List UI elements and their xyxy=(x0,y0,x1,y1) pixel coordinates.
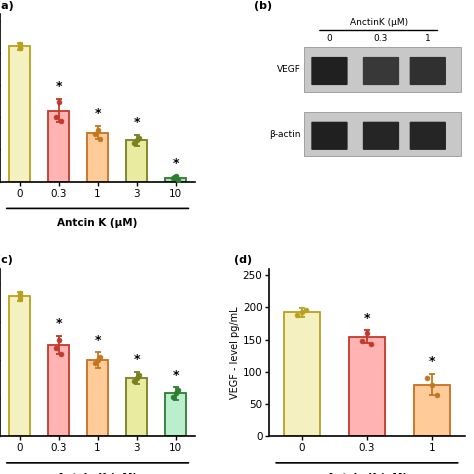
Point xyxy=(130,139,137,147)
Text: 0: 0 xyxy=(327,34,332,43)
Point xyxy=(424,374,431,382)
Point xyxy=(97,353,104,361)
Text: Antcin K (μM): Antcin K (μM) xyxy=(327,473,407,474)
Point xyxy=(16,289,23,297)
Text: *: * xyxy=(55,317,62,330)
Text: (a): (a) xyxy=(0,1,14,11)
FancyBboxPatch shape xyxy=(410,122,446,150)
Point xyxy=(57,117,65,125)
Point xyxy=(16,292,23,300)
Bar xyxy=(9,46,30,182)
Text: Antcin K (μM): Antcin K (μM) xyxy=(57,473,138,474)
Text: *: * xyxy=(429,356,435,368)
Point xyxy=(133,137,140,144)
Bar xyxy=(304,47,461,91)
FancyBboxPatch shape xyxy=(363,122,399,150)
Text: 0.3: 0.3 xyxy=(374,34,388,43)
Bar xyxy=(9,296,30,436)
Point xyxy=(91,130,99,138)
FancyBboxPatch shape xyxy=(311,122,347,150)
Point xyxy=(130,377,137,385)
Point xyxy=(94,127,101,134)
Bar xyxy=(48,111,69,182)
Text: 1: 1 xyxy=(425,34,431,43)
Point xyxy=(16,44,23,52)
Text: *: * xyxy=(133,117,140,129)
Point xyxy=(136,134,143,142)
Text: (c): (c) xyxy=(0,255,13,265)
Point xyxy=(169,393,177,401)
Point xyxy=(55,337,63,344)
Text: (d): (d) xyxy=(234,255,252,265)
Point xyxy=(169,174,177,182)
Point xyxy=(16,40,23,47)
Bar xyxy=(87,133,109,182)
Point xyxy=(302,306,310,314)
Point xyxy=(55,98,63,106)
Point xyxy=(428,381,436,388)
Text: *: * xyxy=(55,81,62,93)
Bar xyxy=(414,384,450,436)
Bar xyxy=(48,345,69,436)
Point xyxy=(97,136,104,143)
Bar xyxy=(87,360,109,436)
Text: *: * xyxy=(173,368,179,382)
Point xyxy=(363,329,371,337)
Point xyxy=(172,173,180,180)
Text: *: * xyxy=(133,353,140,366)
Text: AnctinK (μM): AnctinK (μM) xyxy=(350,18,408,27)
Point xyxy=(172,390,180,397)
Point xyxy=(91,359,99,367)
Point xyxy=(174,176,182,183)
Bar xyxy=(165,178,186,182)
Point xyxy=(433,391,440,399)
Bar xyxy=(126,140,147,182)
Point xyxy=(298,309,306,316)
Point xyxy=(94,356,101,364)
Point xyxy=(368,340,375,348)
Point xyxy=(52,113,60,121)
Point xyxy=(136,372,143,379)
Text: *: * xyxy=(364,311,370,325)
Text: β-actin: β-actin xyxy=(269,130,301,139)
Point xyxy=(359,337,366,345)
Bar xyxy=(284,312,320,436)
FancyBboxPatch shape xyxy=(363,57,399,85)
Bar xyxy=(126,378,147,436)
Text: VEGF: VEGF xyxy=(277,65,301,74)
Point xyxy=(52,344,60,352)
Point xyxy=(174,387,182,394)
Text: Antcin K (μM): Antcin K (μM) xyxy=(57,219,138,228)
Y-axis label: VEGF - level pg/mL: VEGF - level pg/mL xyxy=(230,306,240,399)
Point xyxy=(133,374,140,382)
Text: (b): (b) xyxy=(254,1,272,11)
Bar xyxy=(349,337,385,436)
Point xyxy=(16,295,23,303)
Point xyxy=(16,44,23,52)
Bar xyxy=(304,112,461,156)
FancyBboxPatch shape xyxy=(410,57,446,85)
Text: *: * xyxy=(94,108,101,120)
Point xyxy=(57,350,65,358)
Text: *: * xyxy=(173,157,179,170)
FancyBboxPatch shape xyxy=(311,57,347,85)
Bar xyxy=(165,393,186,436)
Text: *: * xyxy=(94,334,101,346)
Point xyxy=(293,311,301,319)
